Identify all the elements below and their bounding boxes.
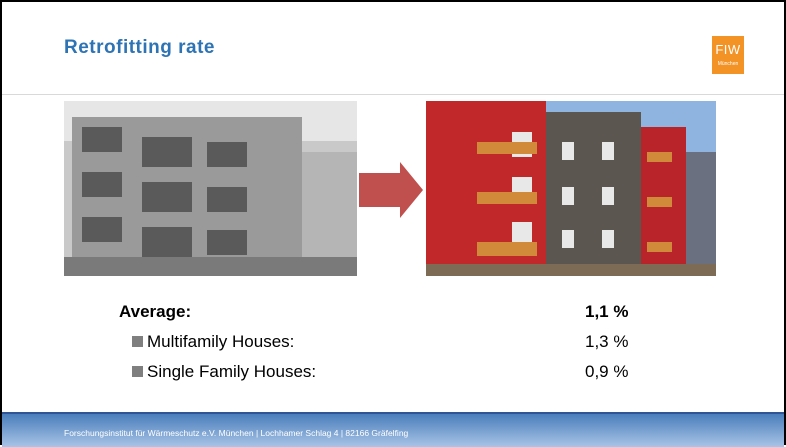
row-label: Average: [119,302,191,322]
after-photo [426,101,716,276]
before-photo [64,101,357,276]
row-value: 1,3 % [585,332,628,352]
footer: Forschungsinstitut für Wärmeschutz e.V. … [2,412,784,447]
footer-text: Forschungsinstitut für Wärmeschutz e.V. … [64,428,408,438]
row-label: Multifamily Houses: [132,332,294,352]
bullet [132,336,143,347]
row-value-text: 1,3 % [585,332,628,351]
arrow [359,162,423,218]
images [2,2,784,412]
row-label-text: Multifamily Houses: [147,332,294,351]
slide: Retrofitting rate FIW München [0,0,786,445]
row-value: 1,1 % [585,302,628,322]
row-label-text: Single Family Houses: [147,362,316,381]
row-label-text: Average: [119,302,191,321]
row-value-text: 0,9 % [585,362,628,381]
row-label: Single Family Houses: [132,362,316,382]
row-value-text: 1,1 % [585,302,628,321]
row-value: 0,9 % [585,362,628,382]
bullet [132,366,143,377]
